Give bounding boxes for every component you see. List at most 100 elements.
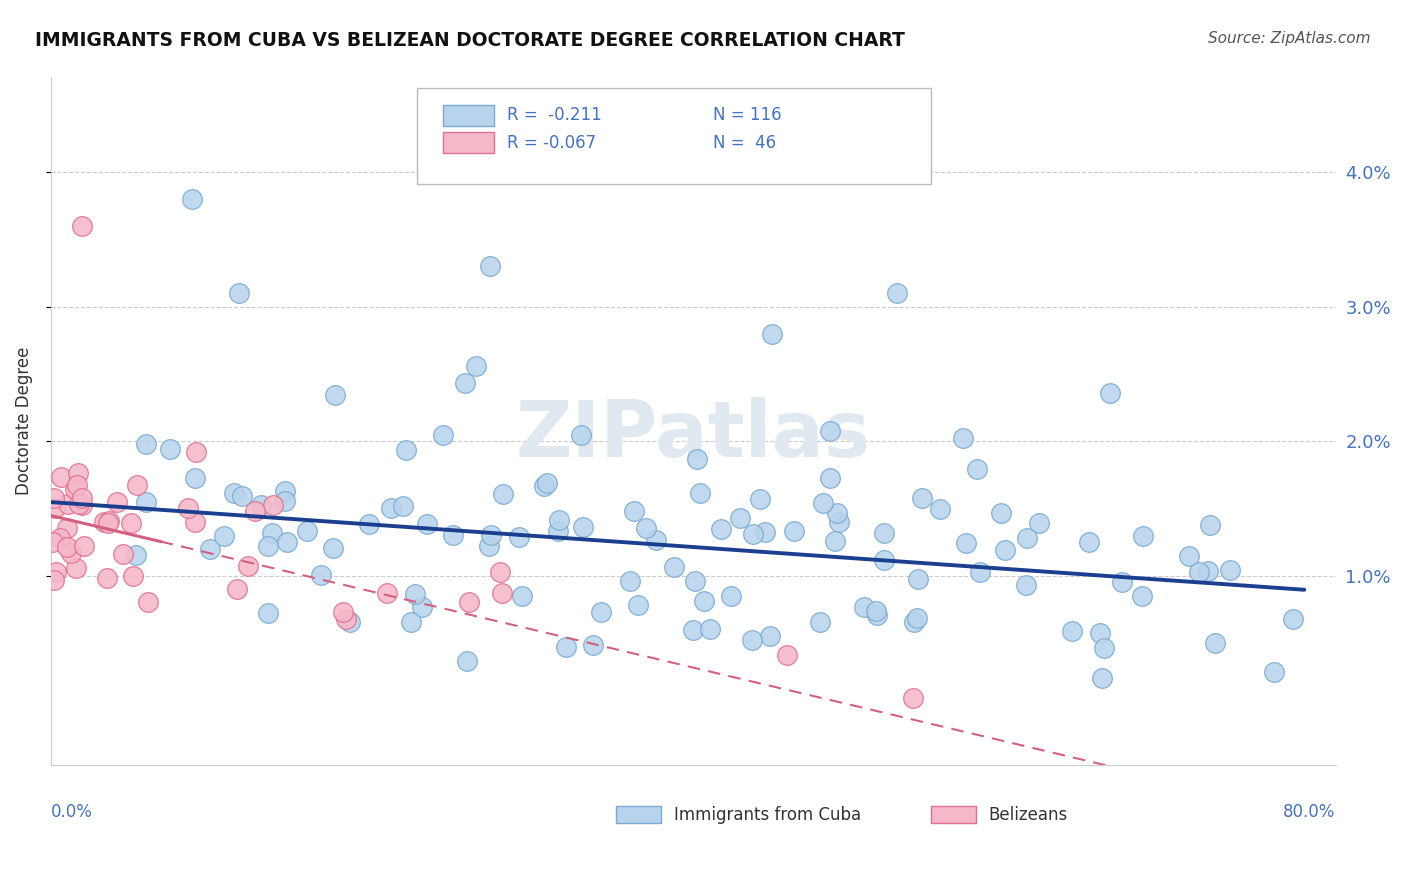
Point <box>44 573 66 587</box>
Point <box>404 587 426 601</box>
Text: Immigrants from Cuba: Immigrants from Cuba <box>673 805 862 823</box>
Point <box>901 690 924 705</box>
Point <box>359 516 381 531</box>
Point <box>332 605 354 619</box>
Point <box>808 615 831 629</box>
Point <box>375 585 398 599</box>
Point <box>866 608 889 623</box>
Point <box>825 506 848 520</box>
Point <box>1130 589 1153 603</box>
Text: Belizeans: Belizeans <box>988 805 1069 823</box>
Point <box>243 504 266 518</box>
Point <box>135 436 157 450</box>
Point <box>49 531 72 545</box>
Text: 0.0%: 0.0% <box>51 803 93 821</box>
Point <box>198 541 221 556</box>
Point <box>1078 535 1101 549</box>
Point <box>699 622 721 636</box>
Point <box>399 615 422 629</box>
Point <box>754 524 776 539</box>
Point <box>828 515 851 529</box>
Point <box>627 598 650 612</box>
Point <box>465 359 488 373</box>
Point <box>645 533 668 547</box>
Point <box>70 491 93 505</box>
Point <box>322 541 344 556</box>
Point <box>256 539 278 553</box>
Point <box>60 546 83 560</box>
Point <box>1219 563 1241 577</box>
Point <box>728 511 751 525</box>
Text: Source: ZipAtlas.com: Source: ZipAtlas.com <box>1208 31 1371 46</box>
Point <box>776 648 799 662</box>
Point <box>1188 565 1211 579</box>
Point <box>969 566 991 580</box>
Point <box>547 524 569 538</box>
Point <box>783 524 806 538</box>
Point <box>416 517 439 532</box>
Point <box>1015 578 1038 592</box>
Point <box>256 606 278 620</box>
Point <box>759 629 782 643</box>
Point <box>813 496 835 510</box>
Point <box>392 500 415 514</box>
Point <box>741 633 763 648</box>
Point <box>181 192 204 206</box>
Point <box>49 470 72 484</box>
Point <box>411 599 433 614</box>
Text: R =  -0.211: R = -0.211 <box>508 106 602 124</box>
Point <box>911 491 934 505</box>
FancyBboxPatch shape <box>616 806 661 823</box>
Point <box>231 489 253 503</box>
Point <box>818 471 841 485</box>
Point <box>44 500 66 515</box>
Point <box>1028 516 1050 530</box>
Point <box>873 525 896 540</box>
Point <box>225 582 247 596</box>
Text: N =  46: N = 46 <box>713 134 776 152</box>
Point <box>966 462 988 476</box>
Point <box>441 528 464 542</box>
Point <box>395 442 418 457</box>
Point <box>1281 612 1303 626</box>
Point <box>619 574 641 588</box>
Y-axis label: Doctorate Degree: Doctorate Degree <box>15 347 32 495</box>
Point <box>865 604 887 618</box>
Point <box>1099 385 1122 400</box>
Point <box>1132 529 1154 543</box>
Point <box>457 595 479 609</box>
Point <box>873 552 896 566</box>
Point <box>582 638 605 652</box>
Point <box>214 529 236 543</box>
Point <box>903 615 925 630</box>
Point <box>222 485 245 500</box>
Point <box>136 595 159 609</box>
Point <box>135 495 157 509</box>
Point <box>66 478 89 492</box>
FancyBboxPatch shape <box>418 87 931 184</box>
Point <box>952 431 974 445</box>
Point <box>492 487 515 501</box>
Point <box>477 539 499 553</box>
Point <box>710 522 733 536</box>
Text: ZIPatlas: ZIPatlas <box>516 397 870 473</box>
Point <box>262 499 284 513</box>
Point <box>339 615 361 629</box>
Point <box>689 485 711 500</box>
Point <box>309 568 332 582</box>
Point <box>1060 624 1083 638</box>
Point <box>569 427 592 442</box>
Point <box>990 506 1012 520</box>
FancyBboxPatch shape <box>931 806 976 823</box>
Point <box>955 536 977 550</box>
Point <box>93 515 115 529</box>
Point <box>73 539 96 553</box>
Point <box>720 589 742 603</box>
Point <box>96 571 118 585</box>
Point <box>1091 671 1114 685</box>
Point <box>905 610 928 624</box>
Point <box>184 444 207 458</box>
Point <box>276 534 298 549</box>
Text: R = -0.067: R = -0.067 <box>508 134 596 152</box>
Point <box>125 477 148 491</box>
